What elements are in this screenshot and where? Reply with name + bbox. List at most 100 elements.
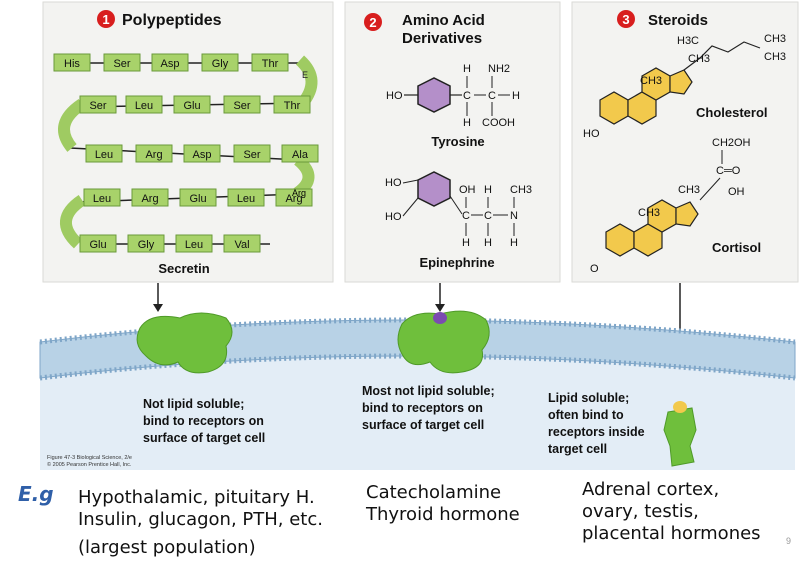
amino-acid-box [135,144,173,163]
receptor-label-1: Not lipid soluble; bind to receptors on … [143,397,265,445]
number-badge-1 [97,10,115,28]
epinephrine-ch3: CH3 [510,184,532,196]
cholesterol-ch3: CH3 [764,33,786,45]
steroid-ligand [673,401,687,413]
amino-acid-label: Ser [233,100,250,112]
surface-receptor-2 [397,310,490,374]
panel-amino-acid [344,1,561,283]
amino-acid-label: Val [234,239,249,251]
amino-acid-label: Thr [284,100,301,112]
chain-turn [60,195,86,249]
amino-acid-label: Ala [292,149,309,161]
amino-acid-label: Ser [243,149,260,161]
label-line: Not lipid soluble; [143,397,244,411]
panel-3-title: Steroids [648,12,708,29]
amino-acid-label: Leu [95,149,113,161]
panel-2-title-line2: Derivatives [402,30,482,47]
amino-acid-label: Leu [93,193,111,205]
number-3-text: 3 [622,12,629,27]
chain-turn [58,99,86,152]
epinephrine-n: N [510,210,518,222]
amino-acid-label: Ser [113,58,130,70]
example-line: (largest population) [78,537,256,558]
epinephrine-ring [417,171,451,207]
turn-label: Arg [292,188,306,198]
figure-credit: Figure 47-3 Biological Science, 2/e [47,455,132,461]
number-badge-2 [364,13,382,31]
epinephrine-caption: Epinephrine [419,255,494,270]
panel-1-header: 1 Polypeptides [97,10,222,29]
amino-acid-box [251,53,289,72]
example-line: Adrenal cortex, [582,479,720,500]
cortisol-ch3: CH3 [678,184,700,196]
epinephrine-h: H [462,237,470,249]
panel-1-title: Polypeptides [122,12,222,29]
number-badge-3 [617,10,635,28]
amino-acid-box [273,95,311,114]
tyrosine-h: H [512,90,520,102]
tyrosine-h: H [463,63,471,75]
example-line: Thyroid hormone [366,504,520,525]
amino-acid-box [79,95,117,114]
amino-acid-box [103,53,141,72]
label-line: bind to receptors on [143,414,264,428]
cholesterol-ch3: CH3 [688,53,710,65]
cholesterol-ch3: CH3 [640,75,662,87]
amino-acid-label: Gly [212,58,229,70]
amino-acid-label: Asp [161,58,180,70]
amino-acid-label: Glu [89,239,106,251]
amino-acid-box [53,53,91,72]
amino-acid-box [175,234,213,253]
cortisol-o: O [590,263,599,275]
example-line: ovary, testis, [582,501,699,522]
label-line: target cell [548,442,607,456]
cortisol-c-o: C═O [716,165,741,177]
tyrosine-c: C [488,90,496,102]
cholesterol-caption: Cholesterol [696,105,768,120]
page-number: 9 [786,536,792,546]
example-line: Hypothalamic, pituitary H. [78,487,315,508]
receptor-label-3: Lipid soluble; often bind to receptors i… [548,391,645,456]
example-line: Insulin, glucagon, PTH, etc. [78,509,323,530]
amino-acid-box [201,53,239,72]
tyrosine-c: C [463,90,471,102]
amino-acid-box [79,234,117,253]
turn-label: E [302,70,308,80]
amino-acid-box [233,144,271,163]
amino-acid-label: Glu [189,193,206,205]
amino-acid-label: Arg [145,149,162,161]
amino-acid-box [223,234,261,253]
tyrosine-caption: Tyrosine [431,134,484,149]
amino-acid-label: Ser [89,100,106,112]
number-1-text: 1 [102,12,109,27]
amino-acid-box [281,144,319,163]
amino-acid-box [275,188,313,207]
cholesterol-ch3: CH3 [764,51,786,63]
label-line: Most not lipid soluble; [362,384,495,398]
surface-receptor-1 [136,312,233,374]
epinephrine-structure: HO HO OH H CH3 C C N H H H Epinephrine [385,171,532,270]
tyrosine-h: H [463,117,471,129]
cholesterol-ho: HO [583,128,600,140]
examples-amine: Catecholamine Thyroid hormone [366,482,520,526]
amino-acid-box [227,188,265,207]
epinephrine-ho: HO [385,211,402,223]
cortisol-oh: OH [728,186,745,198]
bound-hormone [433,312,447,324]
amino-acid-box [131,188,169,207]
amino-acid-label: Gly [138,239,155,251]
amino-acid-label: His [64,58,80,70]
amino-acid-label: Leu [135,100,153,112]
amino-acid-box [179,188,217,207]
amino-acid-box [151,53,189,72]
amino-acid-label: Arg [141,193,158,205]
intracellular-receptor [663,407,697,467]
epinephrine-h: H [510,237,518,249]
tyrosine-structure: HO H NH2 C C H H COOH Tyrosine [386,63,520,149]
label-line: bind to receptors on [362,401,483,415]
amino-acid-label: Thr [262,58,279,70]
tyrosine-cooh: COOH [482,117,515,129]
epinephrine-c: C [484,210,492,222]
cholesterol-h3c: H3C [677,35,699,47]
